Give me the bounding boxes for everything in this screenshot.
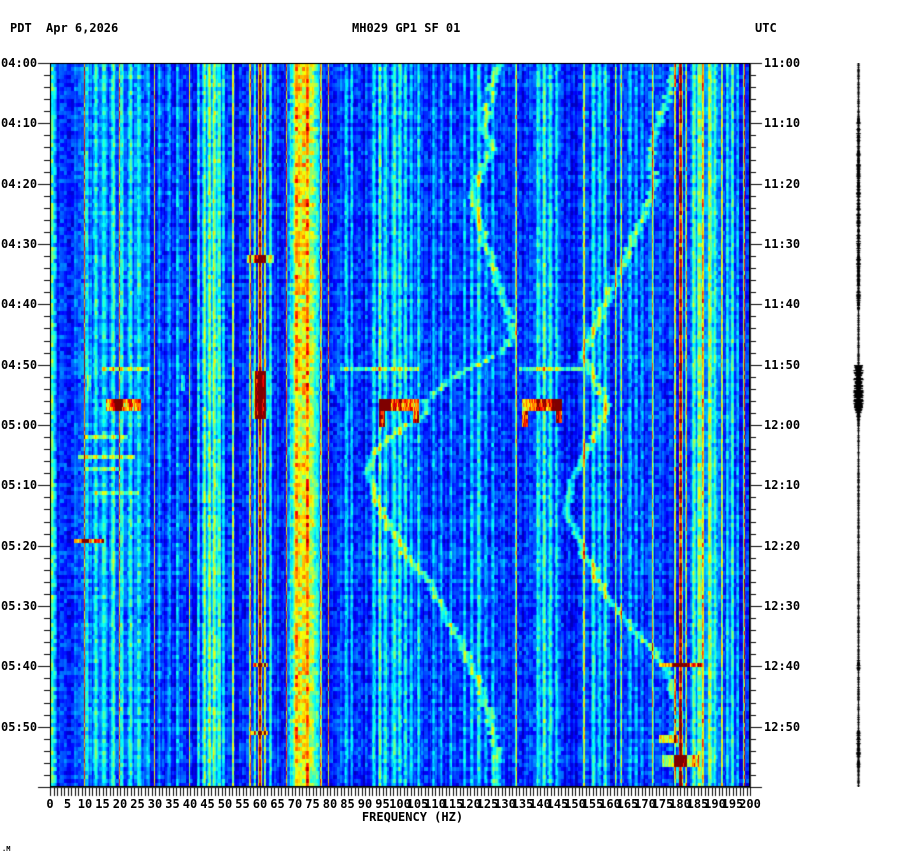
x-axis-tick-label: 100 [389, 797, 411, 811]
x-axis-tick-label: 120 [459, 797, 481, 811]
x-axis-tick-label: 0 [46, 797, 54, 811]
x-axis-tick-label: 65 [270, 797, 285, 811]
right-axis-label: 12:40 [764, 659, 801, 674]
x-axis-tick-label: 5 [63, 797, 72, 811]
x-axis-tick-label: 45 [200, 797, 215, 811]
left-axis-label: 05:40 [1, 659, 38, 674]
x-axis-tick-label: 200 [739, 797, 761, 811]
right-axis-label: 12:30 [764, 599, 801, 613]
x-axis-tick-label: 180 [669, 797, 691, 811]
x-axis-tick-label: 160 [599, 797, 621, 811]
x-axis-tick-label: 80 [322, 797, 338, 811]
x-axis-tick-label: 130 [494, 797, 516, 811]
x-axis-tick-label: 190 [704, 797, 726, 811]
right-axis-label: 11:40 [764, 297, 801, 312]
right-axis-label: 11:00 [764, 56, 801, 70]
x-axis-tick-label: 50 [217, 797, 233, 811]
x-axis-tick-label: 90 [357, 797, 373, 811]
right-axis-label: 11:20 [764, 176, 801, 191]
x-axis-tick-label: 175 [651, 797, 674, 811]
right-axis-label: 12:50 [764, 719, 801, 734]
x-axis-tick-label: 150 [564, 797, 586, 811]
right-axis-label: 11:30 [764, 237, 801, 251]
x-axis-tick-label: 75 [305, 797, 320, 811]
left-axis-label: 05:30 [1, 599, 38, 613]
x-axis-tick-label: 15 [95, 797, 110, 811]
left-axis-label: 05:50 [1, 719, 38, 734]
left-axis-label: 05:10 [1, 478, 38, 493]
x-axis-tick-label: 145 [546, 797, 569, 811]
x-axis-tick-label: 35 [165, 797, 180, 811]
x-axis-tick-label: 30 [147, 797, 163, 811]
x-axis-tick-label: 115 [441, 797, 464, 811]
left-axis-label: 04:20 [1, 176, 38, 191]
right-axis-label: 12:10 [764, 478, 801, 493]
left-axis-label: 05:00 [1, 418, 38, 432]
x-axis-tick-label: 25 [130, 797, 145, 811]
left-axis-label: 05:20 [1, 538, 38, 553]
right-axis-label: 11:50 [764, 357, 801, 372]
x-axis-tick-label: 155 [581, 797, 604, 811]
x-axis-tick-label: 125 [476, 797, 499, 811]
right-axis-label: 12:20 [764, 538, 801, 553]
x-axis-tick-label: 105 [406, 797, 429, 811]
seismogram-trace [844, 63, 874, 787]
left-axis-label: 04:00 [1, 56, 38, 70]
left-axis-label: 04:50 [1, 357, 38, 372]
right-axis-label: 11:10 [764, 116, 801, 131]
left-axis-label: 04:30 [1, 237, 38, 251]
left-axis-label: 04:10 [1, 116, 38, 131]
x-axis-tick-label: 40 [182, 797, 198, 811]
left-axis-label: 04:40 [1, 297, 38, 312]
x-axis-tick-label: 165 [616, 797, 639, 811]
x-axis-tick-label: 85 [340, 797, 355, 811]
x-axis-tick-label: 185 [686, 797, 709, 811]
frequency-axis-title: FREQUENCY (HZ) [361, 810, 464, 824]
x-axis-tick-label: 170 [634, 797, 656, 811]
x-axis-tick-label: 140 [529, 797, 551, 811]
x-axis-tick-label: 95 [375, 797, 390, 811]
right-axis-label: 12:00 [764, 418, 801, 432]
x-axis-tick-label: 20 [112, 797, 128, 811]
corner-mark: .M [2, 845, 11, 853]
x-axis-tick-label: 70 [287, 797, 303, 811]
x-axis-tick-label: 10 [77, 797, 93, 811]
x-axis-tick-label: 55 [235, 797, 250, 811]
spectrogram-heatmap [50, 63, 750, 787]
x-axis-tick-label: 195 [721, 797, 744, 811]
x-axis-tick-label: 110 [424, 797, 446, 811]
x-axis-tick-label: 135 [511, 797, 534, 811]
x-axis-tick-label: 60 [252, 797, 268, 811]
